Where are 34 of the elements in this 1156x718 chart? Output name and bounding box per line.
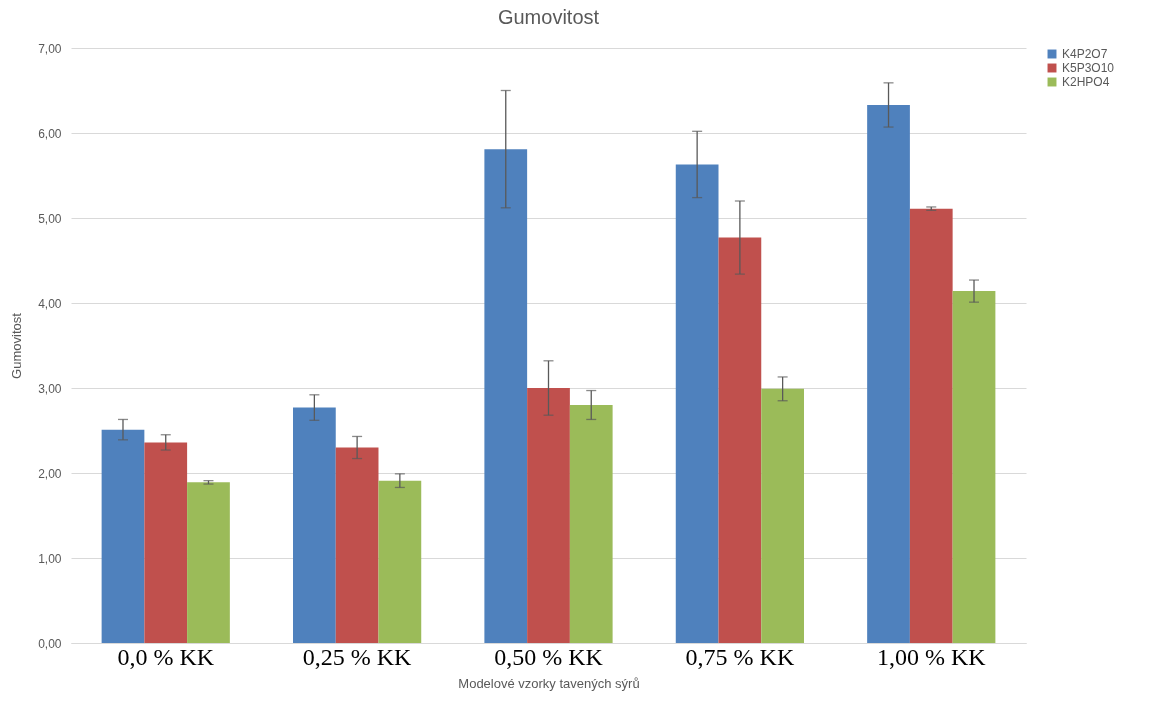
bar: [484, 149, 528, 643]
bar: [569, 405, 613, 643]
bar: [378, 480, 422, 643]
x-tick-label: 1,00 % KK: [876, 643, 987, 670]
y-tick-label: 1,00: [38, 551, 62, 566]
y-tick-label: 4,00: [38, 296, 62, 311]
bar: [952, 291, 996, 643]
bar: [335, 447, 379, 643]
x-tick-label: 0,50 % KK: [494, 643, 604, 670]
bar: [867, 104, 910, 643]
bar: [761, 388, 804, 643]
legend-label: K5P3O10: [1062, 61, 1115, 75]
bar: [293, 407, 336, 643]
y-tick-label: 6,00: [38, 126, 62, 141]
legend-label: K4P2O7: [1062, 47, 1108, 61]
bar: [527, 388, 570, 643]
x-tick-label: 0,0 % KK: [117, 643, 215, 670]
chart-title: Gumovitost: [497, 6, 600, 28]
x-axis-title: Modelové vzorky tavených sýrů: [458, 675, 640, 691]
y-tick-label: 7,00: [38, 41, 62, 56]
x-tick-label: 0,25 % KK: [302, 643, 413, 670]
y-tick-label: 5,00: [38, 211, 62, 226]
bar: [101, 429, 145, 643]
bar: [187, 482, 230, 643]
bar: [909, 208, 953, 643]
y-tick-label: 0,00: [38, 636, 62, 651]
legend-label: K2HPO4: [1062, 75, 1110, 89]
y-axis-title: Gumovitost: [9, 312, 25, 379]
y-tick-label: 2,00: [38, 466, 62, 481]
bar: [675, 164, 719, 643]
y-tick-label: 3,00: [38, 381, 62, 396]
bar: [718, 237, 762, 643]
x-tick-label: 0,75 % KK: [685, 643, 795, 670]
bar: [144, 442, 188, 643]
